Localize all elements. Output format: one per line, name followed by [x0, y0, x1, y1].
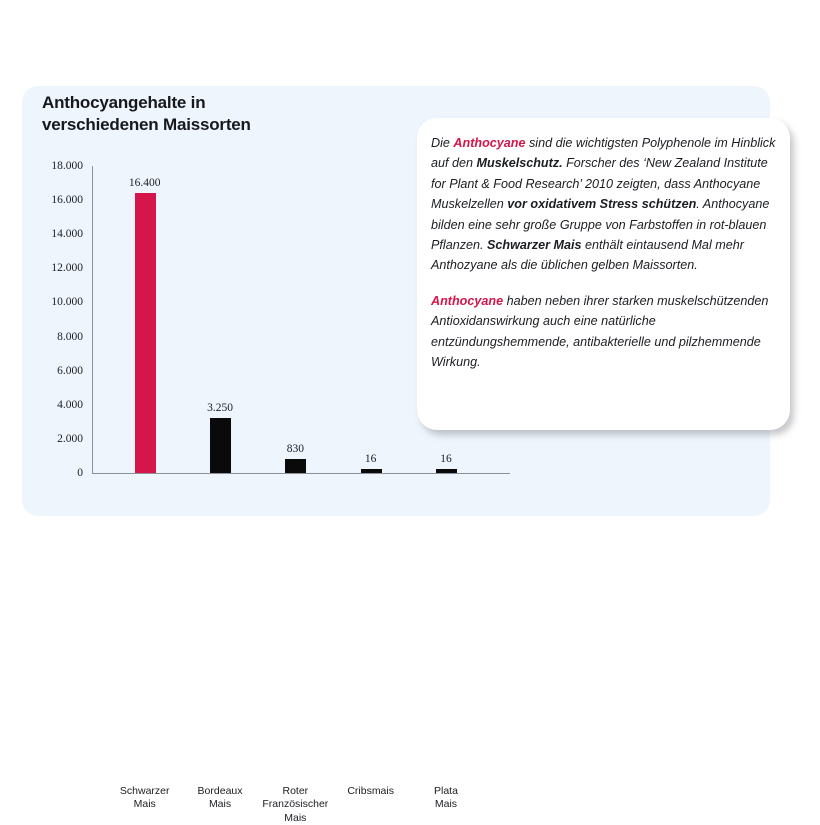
info-paragraph-2: Anthocyane haben neben ihrer starken mus…	[431, 291, 780, 373]
p2-highlight-anthocyane: Anthocyane	[431, 293, 504, 308]
info-card: Die Anthocyane sind die wichtigsten Poly…	[417, 118, 790, 430]
y-axis-tick-label: 4.000	[57, 398, 83, 411]
y-axis-line	[92, 166, 93, 473]
x-axis-line	[92, 473, 510, 474]
p1-run5: enthält eintausend Mal mehr Anthozyane a…	[431, 237, 744, 273]
y-axis-tick-label: 14.000	[51, 228, 83, 241]
paragraph-spacer	[431, 276, 780, 291]
bar[interactable]	[435, 469, 457, 473]
p2-run1: haben neben ihrer starken muskelschützen…	[431, 293, 769, 369]
info-paragraph-1: Die Anthocyane sind die wichtigsten Poly…	[431, 133, 780, 276]
y-axis-tick-label: 8.000	[57, 330, 83, 343]
p1-run3: Forscher des ‘New Zealand Institute for …	[431, 156, 768, 212]
bar-value-label: 3.250	[207, 401, 233, 414]
page-title: Anthocyangehalte in verschiedenen Maisso…	[42, 93, 251, 135]
bar-value-label: 16.400	[128, 177, 161, 190]
y-axis-tick-label: 10.000	[51, 296, 83, 309]
x-axis-category-label: Plata Mais	[434, 785, 458, 811]
bar[interactable]	[210, 417, 232, 473]
p1-bold-muskelschutz: Muskelschutz.	[476, 156, 563, 171]
bar-value-label: 830	[286, 442, 304, 455]
p1-run2: sind die wichtigsten Polyphenole im Hinb…	[431, 136, 776, 171]
y-axis-tick-label: 6.000	[57, 364, 83, 377]
bar[interactable]	[285, 458, 307, 473]
bar[interactable]	[134, 193, 156, 473]
p1-run1: Die	[431, 136, 454, 150]
bar-value-label: 16	[440, 453, 452, 465]
p1-run4: . Anthocyane bilden eine sehr große Grup…	[431, 197, 770, 252]
p1-highlight-anthocyane: Anthocyane	[453, 136, 526, 150]
y-axis-tick-label: 2.000	[57, 432, 83, 445]
bar-value-label: 16	[364, 453, 377, 465]
p1-bold-oxidativer-stress: vor oxidativem Stress schützen	[507, 197, 697, 212]
bar[interactable]	[360, 469, 382, 473]
y-axis-tick-label: 16.000	[51, 194, 83, 207]
p1-bold-schwarzer-mais: Schwarzer Mais	[487, 237, 582, 252]
y-axis-tick-label: 0	[77, 467, 83, 479]
info-card-body: Die Anthocyane sind die wichtigsten Poly…	[431, 133, 780, 372]
y-axis-tick-label: 18.000	[51, 160, 83, 172]
y-axis-tick-label: 12.000	[51, 262, 83, 275]
